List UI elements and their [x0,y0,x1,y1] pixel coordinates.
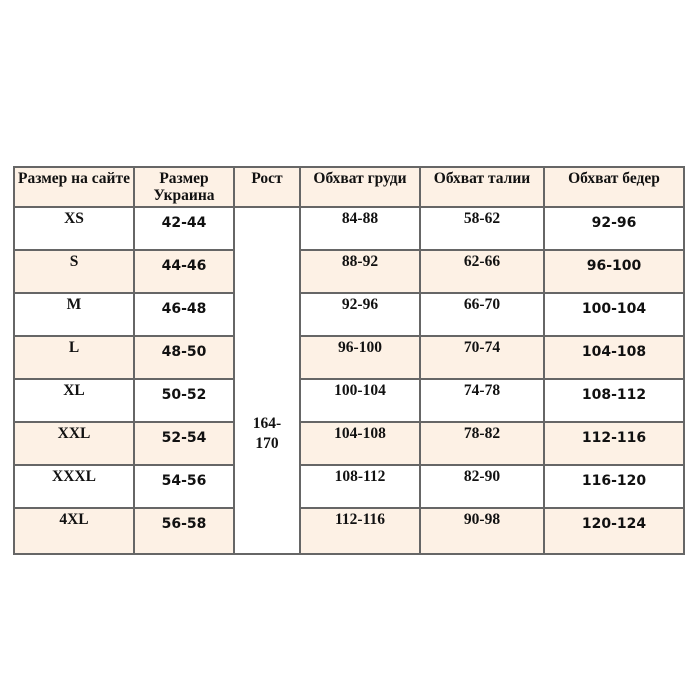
cell-hips: 104-108 [544,336,684,379]
cell-waist: 78-82 [420,422,544,465]
cell-chest: 112-116 [300,508,420,554]
table-row: M 46-48 92-96 66-70 100-104 [14,293,684,336]
cell-waist: 90-98 [420,508,544,554]
cell-waist: 74-78 [420,379,544,422]
header-hips: Обхват бедер [544,167,684,207]
cell-hips: 116-120 [544,465,684,508]
cell-waist: 82-90 [420,465,544,508]
cell-chest: 92-96 [300,293,420,336]
size-chart-table: Размер на сайте Размер Украина Рост Обхв… [13,166,685,555]
header-height: Рост [234,167,300,207]
cell-ua-size: 50-52 [134,379,234,422]
cell-hips: 108-112 [544,379,684,422]
cell-site-size: XXL [14,422,134,465]
header-row: Размер на сайте Размер Украина Рост Обхв… [14,167,684,207]
cell-ua-size: 48-50 [134,336,234,379]
cell-ua-size: 56-58 [134,508,234,554]
cell-site-size: XS [14,207,134,250]
table-row: L 48-50 96-100 70-74 104-108 [14,336,684,379]
header-chest: Обхват груди [300,167,420,207]
table-row: 4XL 56-58 112-116 90-98 120-124 [14,508,684,554]
cell-chest: 84-88 [300,207,420,250]
cell-ua-size: 44-46 [134,250,234,293]
cell-ua-size: 54-56 [134,465,234,508]
cell-site-size: XXXL [14,465,134,508]
cell-site-size: XL [14,379,134,422]
cell-waist: 62-66 [420,250,544,293]
cell-ua-size: 42-44 [134,207,234,250]
header-ua-size: Размер Украина [134,167,234,207]
cell-site-size: L [14,336,134,379]
cell-height-range: 164-170 [234,207,300,554]
cell-site-size: 4XL [14,508,134,554]
cell-ua-size: 52-54 [134,422,234,465]
cell-ua-size: 46-48 [134,293,234,336]
table-row: XXL 52-54 104-108 78-82 112-116 [14,422,684,465]
cell-site-size: M [14,293,134,336]
header-waist: Обхват талии [420,167,544,207]
cell-chest: 96-100 [300,336,420,379]
table-row: S 44-46 88-92 62-66 96-100 [14,250,684,293]
cell-chest: 100-104 [300,379,420,422]
cell-hips: 92-96 [544,207,684,250]
cell-waist: 58-62 [420,207,544,250]
table-row: XS 42-44 164-170 84-88 58-62 92-96 [14,207,684,554]
cell-hips: 112-116 [544,422,684,465]
header-site-size: Размер на сайте [14,167,134,207]
cell-chest: 104-108 [300,422,420,465]
cell-chest: 88-92 [300,250,420,293]
cell-chest: 108-112 [300,465,420,508]
cell-waist: 66-70 [420,293,544,336]
cell-site-size: S [14,250,134,293]
table-row: XL 50-52 100-104 74-78 108-112 [14,379,684,422]
cell-hips: 100-104 [544,293,684,336]
cell-waist: 70-74 [420,336,544,379]
table-row: XXXL 54-56 108-112 82-90 116-120 [14,465,684,508]
cell-hips: 96-100 [544,250,684,293]
cell-hips: 120-124 [544,508,684,554]
